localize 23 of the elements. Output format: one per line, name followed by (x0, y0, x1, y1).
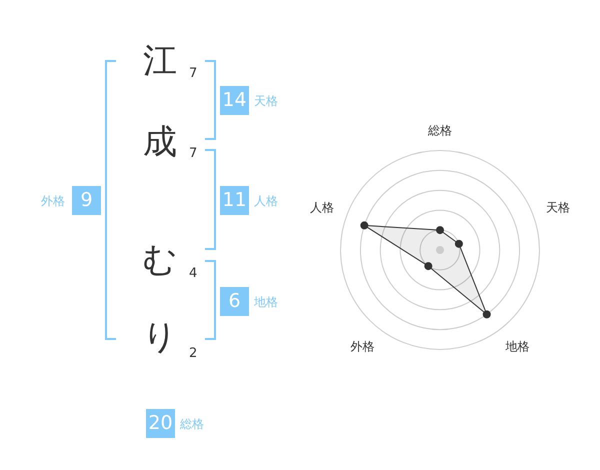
data-label: 7 (189, 66, 198, 81)
data-label: 7 (189, 146, 198, 161)
category-label: り (142, 317, 178, 357)
data-label: 9 (72, 186, 101, 215)
spoke-label: 天格 (546, 200, 570, 214)
category-label: 総格 (180, 417, 204, 431)
spoke-label: 外格 (350, 339, 374, 354)
category-label: 江 (142, 41, 178, 81)
category-label: む (142, 240, 178, 280)
category-label: 成 (142, 122, 178, 162)
category-label: 外格 (41, 194, 65, 208)
data-label: 11 (220, 186, 249, 215)
spoke-label: 地格 (504, 339, 530, 354)
data-label: 20 (146, 409, 175, 438)
category-label: 人格 (254, 194, 278, 208)
spoke-label: 人格 (310, 200, 334, 214)
category-label: 天格 (254, 94, 278, 108)
category-label: 地格 (254, 295, 278, 309)
data-label: 2 (189, 346, 198, 361)
data-label: 6 (220, 287, 249, 316)
data-label: 4 (189, 266, 198, 281)
data-label: 14 (220, 86, 249, 115)
spoke-label: 総格 (427, 123, 452, 138)
